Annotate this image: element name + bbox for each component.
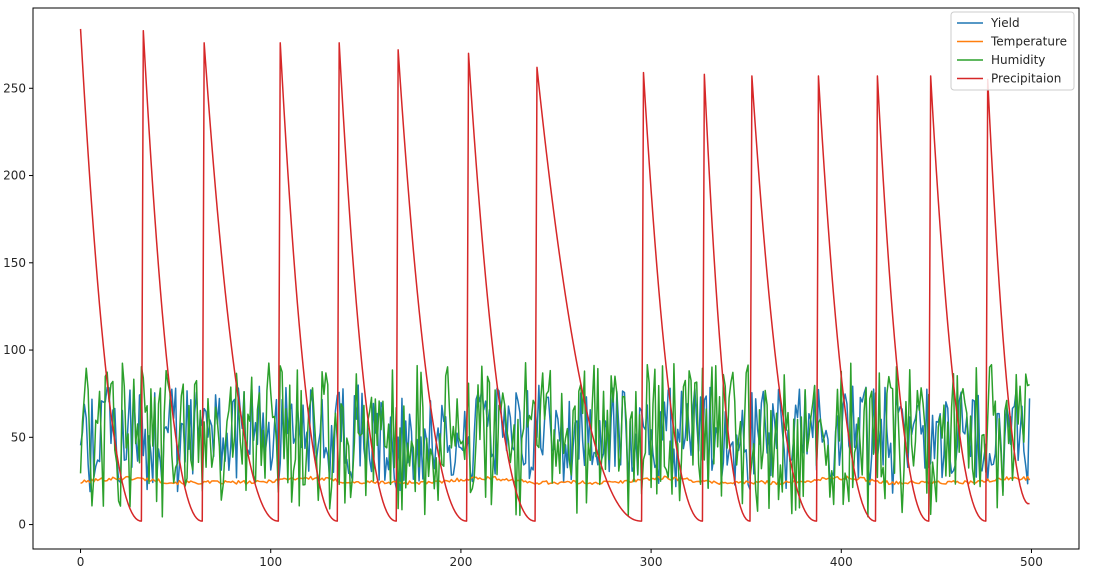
legend-label-humidity: Humidity <box>991 53 1045 67</box>
series-line-temperature <box>80 475 1031 486</box>
x-tick-label: 400 <box>830 555 853 569</box>
y-axis: 0 50 100 150 200 250 <box>3 81 33 532</box>
x-tick-label: 100 <box>259 555 282 569</box>
legend: Yield Temperature Humidity Precipitaion <box>950 11 1075 91</box>
x-tick-label: 0 <box>77 555 85 569</box>
plot-area <box>33 8 1079 549</box>
legend-box <box>950 11 1075 91</box>
series-line-humidity <box>79 362 1030 518</box>
y-tick-label: 0 <box>18 518 26 532</box>
x-tick-label: 200 <box>449 555 472 569</box>
y-tick-label: 250 <box>3 81 26 95</box>
y-tick-label: 100 <box>3 343 26 357</box>
x-axis: 0 100 200 300 400 500 <box>77 549 1043 569</box>
y-tick-label: 150 <box>3 256 26 270</box>
series-line-precipitaion <box>79 28 1030 522</box>
y-tick-label: 50 <box>11 430 26 444</box>
legend-label-temperature: Temperature <box>990 35 1067 49</box>
series-line-yield <box>79 384 1031 494</box>
legend-label-yield: Yield <box>990 16 1020 30</box>
y-tick-label: 200 <box>3 169 26 183</box>
x-tick-label: 500 <box>1020 555 1043 569</box>
plot-frame <box>32 7 1080 550</box>
x-tick-label: 300 <box>640 555 663 569</box>
series-lines <box>79 28 1031 522</box>
legend-label-precipitaion: Precipitaion <box>991 72 1061 86</box>
